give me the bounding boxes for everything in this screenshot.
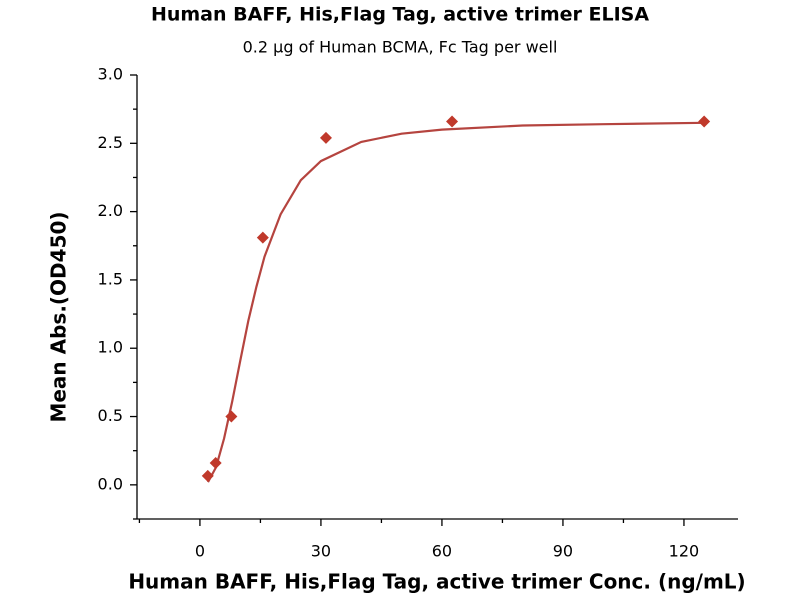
data-point bbox=[446, 115, 459, 128]
y-tick-label: 2.0 bbox=[98, 201, 123, 220]
x-tick-label: 30 bbox=[311, 542, 331, 561]
x-tick-label: 60 bbox=[432, 542, 452, 561]
y-tick-label: 0.0 bbox=[98, 474, 123, 493]
y-tick-label: 0.5 bbox=[98, 406, 123, 425]
data-point bbox=[209, 456, 222, 469]
y-tick-label: 1.5 bbox=[98, 269, 123, 288]
x-tick-label: 90 bbox=[553, 542, 573, 561]
y-tick-label: 3.0 bbox=[98, 65, 123, 84]
chart-title: Human BAFF, His,Flag Tag, active trimer … bbox=[151, 4, 649, 26]
data-point bbox=[698, 115, 711, 128]
x-axis-label: Human BAFF, His,Flag Tag, active trimer … bbox=[128, 570, 745, 594]
data-point bbox=[225, 410, 238, 423]
x-tick-label: 120 bbox=[669, 542, 700, 561]
data-point bbox=[256, 231, 269, 244]
data-point bbox=[319, 131, 332, 144]
y-tick-label: 1.0 bbox=[98, 338, 123, 357]
fit-curve bbox=[207, 121, 705, 483]
y-axis-label: Mean Abs.(OD450) bbox=[47, 211, 71, 422]
chart-subtitle: 0.2 μg of Human BCMA, Fc Tag per well bbox=[243, 38, 558, 57]
y-tick-label: 2.5 bbox=[98, 133, 123, 152]
x-tick-label: 0 bbox=[195, 542, 205, 561]
data-point bbox=[201, 469, 214, 482]
